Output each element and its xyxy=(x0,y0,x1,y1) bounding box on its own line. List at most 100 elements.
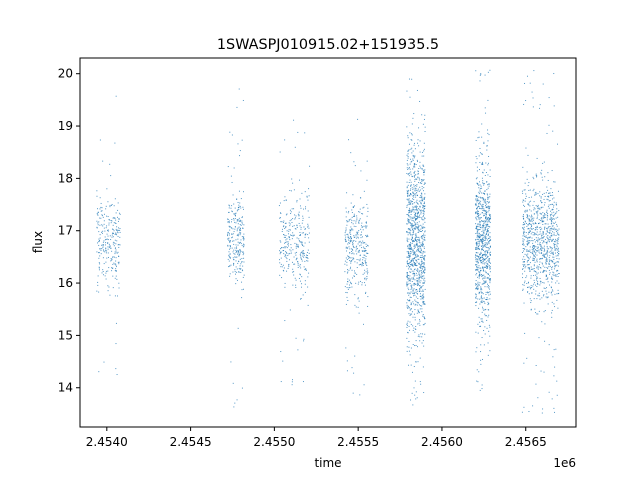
data-point xyxy=(557,276,559,277)
data-point xyxy=(233,259,235,261)
data-point xyxy=(360,263,362,265)
data-point xyxy=(530,277,532,279)
data-point xyxy=(351,222,353,224)
data-point xyxy=(422,244,424,246)
data-point xyxy=(481,276,483,278)
data-point xyxy=(489,271,491,273)
data-point xyxy=(558,210,560,212)
data-point xyxy=(485,277,487,279)
data-point xyxy=(484,283,486,285)
data-points xyxy=(96,69,560,414)
data-point xyxy=(527,250,529,252)
data-point xyxy=(523,223,525,225)
data-point xyxy=(424,231,426,233)
data-point xyxy=(525,232,527,234)
data-point xyxy=(237,241,239,243)
data-point xyxy=(115,270,117,272)
data-point xyxy=(114,277,116,279)
data-point xyxy=(483,309,485,311)
data-point xyxy=(484,262,486,264)
data-point xyxy=(487,256,489,258)
data-point xyxy=(407,278,409,280)
data-point xyxy=(525,195,527,197)
data-point xyxy=(117,235,119,237)
data-point xyxy=(281,247,283,249)
data-point xyxy=(406,237,408,239)
data-point xyxy=(287,243,289,245)
data-point xyxy=(353,275,355,277)
data-point xyxy=(546,217,548,219)
data-point xyxy=(522,240,524,242)
data-point xyxy=(546,260,548,262)
data-point xyxy=(542,282,544,284)
data-point xyxy=(418,227,420,229)
data-point xyxy=(528,222,530,224)
data-point xyxy=(107,235,109,237)
data-point xyxy=(231,134,233,136)
data-point xyxy=(546,219,548,221)
data-point xyxy=(102,241,104,243)
data-point xyxy=(412,260,414,262)
data-point xyxy=(551,259,553,261)
data-point xyxy=(303,208,305,210)
data-point xyxy=(360,242,362,244)
data-point xyxy=(300,256,302,258)
data-point xyxy=(286,270,288,272)
data-point xyxy=(532,285,534,287)
data-point xyxy=(100,210,102,212)
data-point xyxy=(414,224,416,226)
data-point xyxy=(475,302,477,304)
data-point xyxy=(540,213,542,215)
data-point xyxy=(419,100,421,102)
data-point xyxy=(552,219,554,221)
data-point xyxy=(418,229,420,231)
data-point xyxy=(410,323,412,325)
data-point xyxy=(410,184,412,186)
data-point xyxy=(484,246,486,248)
data-point xyxy=(554,293,556,295)
data-point xyxy=(422,302,424,304)
data-point xyxy=(524,82,526,84)
data-point xyxy=(529,237,531,239)
data-point xyxy=(477,137,479,139)
data-point xyxy=(487,164,489,166)
data-point xyxy=(279,151,281,153)
data-point xyxy=(523,234,525,236)
data-point xyxy=(489,205,491,207)
data-point xyxy=(421,235,423,237)
data-point xyxy=(541,257,543,259)
data-point xyxy=(522,243,524,245)
data-point xyxy=(534,245,536,247)
data-point xyxy=(354,272,356,274)
data-point xyxy=(102,271,104,273)
data-point xyxy=(117,209,119,211)
data-point xyxy=(424,318,426,320)
data-point xyxy=(295,247,297,249)
data-point xyxy=(229,273,231,275)
data-point xyxy=(522,258,524,260)
data-point xyxy=(419,240,421,242)
data-point xyxy=(419,189,421,191)
data-point xyxy=(98,244,100,246)
data-point xyxy=(288,236,290,238)
data-point xyxy=(234,226,236,228)
data-point xyxy=(411,280,413,282)
data-point xyxy=(488,288,490,290)
data-point xyxy=(483,266,485,268)
data-point xyxy=(409,354,411,356)
data-point xyxy=(359,211,361,213)
data-point xyxy=(406,223,408,225)
data-point xyxy=(349,268,351,270)
data-point xyxy=(420,167,422,169)
data-point xyxy=(478,274,480,276)
data-point xyxy=(299,280,301,282)
data-point xyxy=(237,244,239,246)
data-point xyxy=(421,260,423,262)
data-point xyxy=(413,199,415,201)
data-point xyxy=(418,208,420,210)
data-point xyxy=(557,216,559,218)
data-point xyxy=(479,189,481,191)
data-point xyxy=(406,126,408,128)
data-point xyxy=(542,212,544,214)
data-point xyxy=(526,216,528,218)
